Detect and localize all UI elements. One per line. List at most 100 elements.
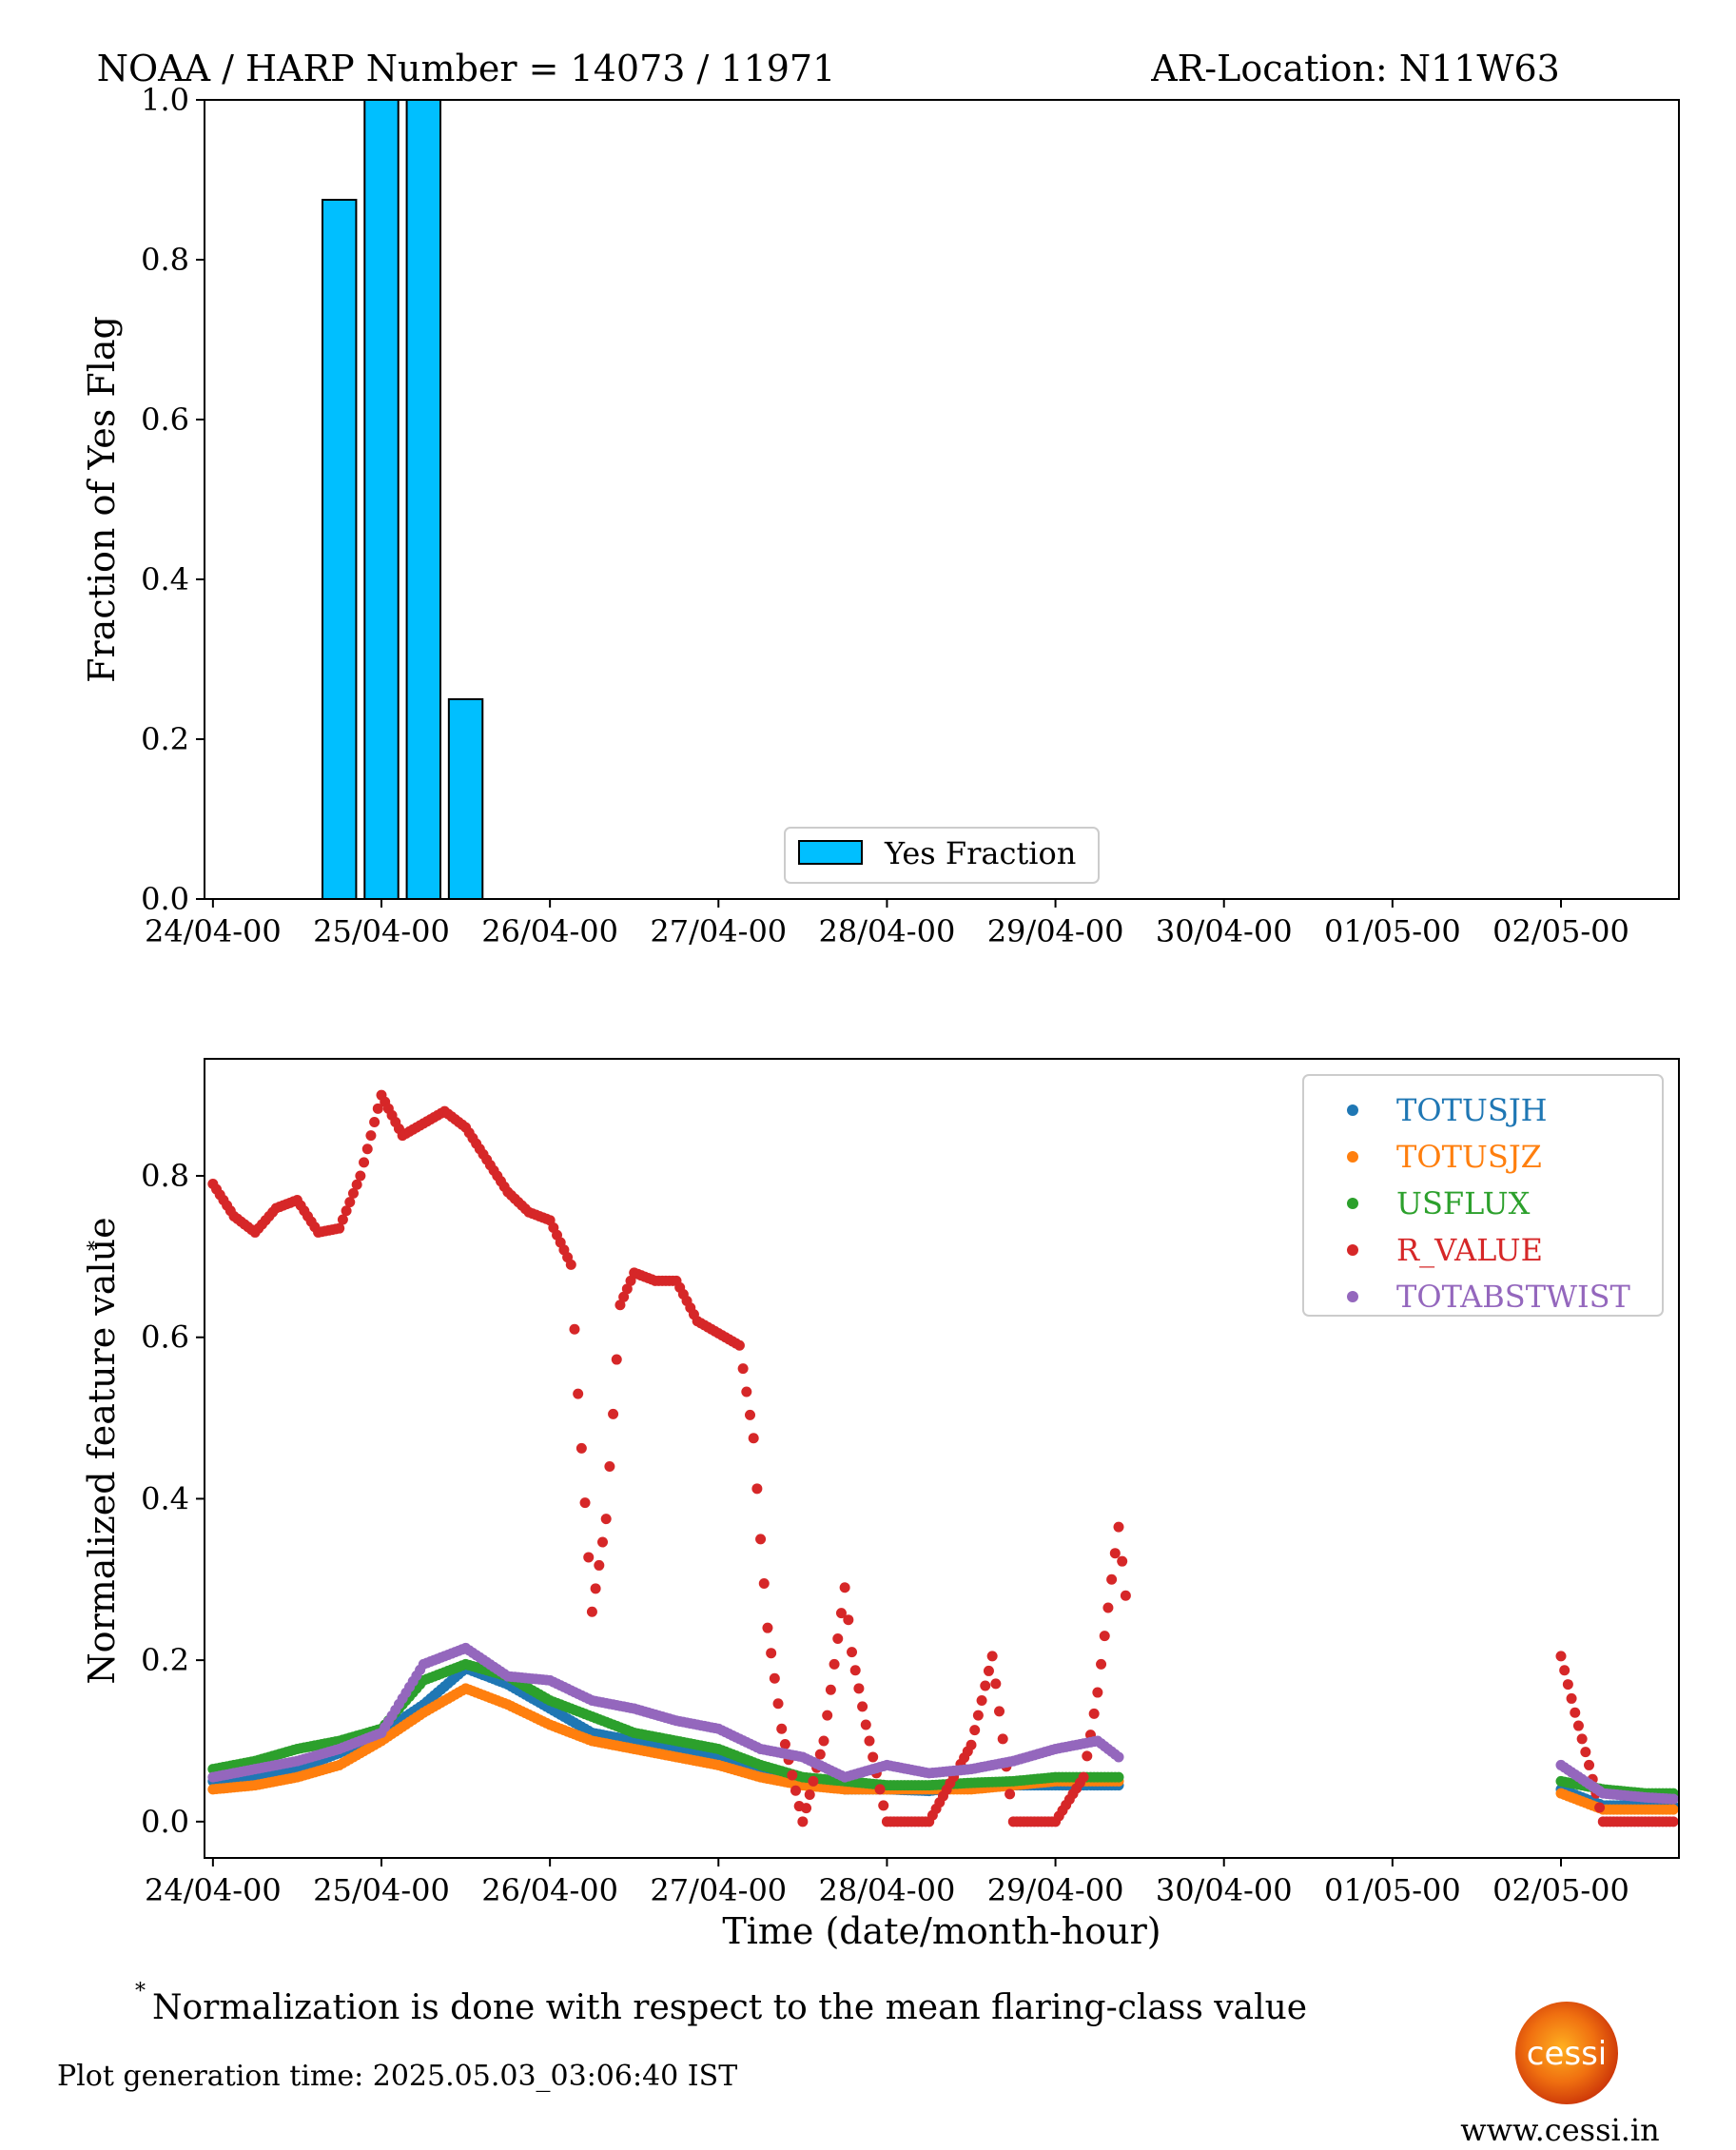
point-r-value — [864, 1735, 875, 1747]
point-r-value — [790, 1785, 801, 1796]
point-r-value — [745, 1409, 755, 1420]
bottom-x-tick-label: 01/05-00 — [1324, 1872, 1461, 1908]
point-r-value — [1584, 1759, 1595, 1770]
point-r-value — [1120, 1590, 1131, 1601]
point-r-value — [1566, 1692, 1577, 1704]
top-panel: NOAA / HARP Number = 14073 / 11971 AR-Lo… — [81, 48, 1680, 949]
point-r-value — [748, 1433, 759, 1444]
point-r-value — [1570, 1707, 1581, 1718]
point-r-value — [369, 1116, 380, 1127]
bottom-x-tick-label: 30/04-00 — [1156, 1872, 1293, 1908]
point-r-value — [878, 1800, 889, 1811]
point-r-value — [994, 1706, 1005, 1717]
point-r-value — [983, 1665, 994, 1676]
point-r-value — [1572, 1720, 1584, 1731]
point-r-value — [573, 1388, 584, 1399]
point-r-value — [832, 1632, 844, 1644]
bottom-y-axis-label: Normalized feature value — [81, 1217, 123, 1684]
website-link[interactable]: www.cessi.in — [1460, 2112, 1660, 2148]
bottom-x-tick-label: 27/04-00 — [650, 1872, 787, 1908]
top-x-tick-label: 29/04-00 — [987, 913, 1124, 949]
point-r-value — [1555, 1651, 1567, 1662]
top-legend: Yes Fraction — [784, 827, 1100, 884]
point-r-value — [337, 1214, 348, 1225]
point-r-value — [843, 1614, 854, 1626]
point-r-value — [334, 1222, 345, 1234]
top-legend-box — [784, 827, 1100, 884]
point-r-value — [766, 1648, 777, 1659]
point-r-value — [839, 1582, 850, 1593]
point-r-value — [808, 1775, 819, 1787]
top-plot-frame — [204, 99, 1680, 900]
bottom-x-axis-label: Time (date/month-hour) — [722, 1910, 1161, 1952]
footer: * Normalization is done with respect to … — [57, 1980, 1660, 2148]
point-r-value — [779, 1739, 790, 1750]
point-r-value — [814, 1749, 826, 1760]
point-r-value — [849, 1665, 861, 1676]
point-r-value — [594, 1559, 605, 1571]
top-x-tick-label: 26/04-00 — [481, 913, 618, 949]
point-r-value — [1113, 1521, 1124, 1533]
bottom-legend: TOTUSJH TOTUSJZ USFLUX R_VALUE TOTABSTWIST — [1302, 1074, 1664, 1317]
point-r-value — [847, 1647, 858, 1658]
point-r-value — [608, 1408, 619, 1419]
top-y-axis-label: Fraction of Yes Flag — [81, 316, 123, 683]
point-r-value — [1088, 1708, 1100, 1719]
point-r-value — [966, 1739, 977, 1750]
bottom-x-tick-label: 28/04-00 — [819, 1872, 956, 1908]
point-r-value — [758, 1578, 770, 1590]
point-r-value — [857, 1701, 868, 1712]
point-r-value — [1096, 1658, 1107, 1670]
point-r-value — [868, 1751, 879, 1763]
point-r-value — [797, 1816, 809, 1828]
bottom-y-tick-label: 0.6 — [141, 1319, 189, 1356]
bottom-y-axis-label-marker: * — [85, 1241, 108, 1251]
point-r-value — [1005, 1788, 1016, 1800]
legend-marker-totabstwist — [1347, 1291, 1358, 1302]
point-r-value — [372, 1103, 383, 1114]
top-x-ticks: 24/04-00 25/04-00 26/04-00 27/04-00 28/04-00… — [145, 899, 1629, 949]
point-r-value — [341, 1205, 352, 1217]
point-r-value — [818, 1735, 829, 1747]
top-y-tick-label: 0.0 — [141, 881, 189, 917]
point-r-value — [1099, 1631, 1110, 1642]
point-r-value — [600, 1514, 612, 1525]
point-r-value — [1594, 1802, 1606, 1813]
point-r-value — [972, 1710, 984, 1721]
point-r-value — [1106, 1573, 1118, 1585]
point-totabstwist — [1668, 1793, 1679, 1805]
point-r-value — [1078, 1771, 1089, 1783]
legend-label-yes-fraction: Yes Fraction — [884, 835, 1076, 871]
point-r-value — [614, 1300, 626, 1311]
top-x-tick-label: 25/04-00 — [313, 913, 450, 949]
point-r-value — [1117, 1555, 1128, 1567]
point-r-value — [575, 1442, 587, 1454]
top-y-tick-label: 0.6 — [141, 401, 189, 438]
point-r-value — [590, 1583, 601, 1594]
bottom-y-tick-label: 0.0 — [141, 1804, 189, 1840]
bottom-x-ticks: 24/04-00 25/04-00 26/04-00 27/04-00 28/04-00… — [145, 1858, 1629, 1908]
point-r-value — [355, 1170, 366, 1182]
point-r-value — [787, 1769, 798, 1781]
logo-text: cessi — [1527, 2035, 1608, 2073]
point-r-value — [1559, 1665, 1570, 1676]
point-r-value — [344, 1197, 356, 1208]
point-r-value — [583, 1552, 595, 1563]
point-r-value — [969, 1725, 981, 1736]
point-r-value — [762, 1622, 773, 1633]
legend-label-r-value: R_VALUE — [1396, 1232, 1543, 1268]
series-totusjz — [207, 1683, 1679, 1815]
bottom-x-tick-label: 24/04-00 — [145, 1872, 282, 1908]
point-r-value — [365, 1130, 377, 1142]
point-r-value — [804, 1789, 815, 1801]
point-r-value — [860, 1719, 871, 1730]
bottom-legend-box — [1302, 1074, 1664, 1317]
point-r-value — [351, 1179, 362, 1190]
chart-title-harp: NOAA / HARP Number = 14073 / 11971 — [97, 48, 836, 89]
bottom-x-tick-label: 25/04-00 — [313, 1872, 450, 1908]
point-r-value — [986, 1651, 998, 1662]
point-r-value — [853, 1683, 865, 1694]
top-y-tick-label: 0.8 — [141, 242, 189, 278]
point-r-value — [361, 1143, 373, 1155]
point-r-value — [1576, 1733, 1588, 1745]
